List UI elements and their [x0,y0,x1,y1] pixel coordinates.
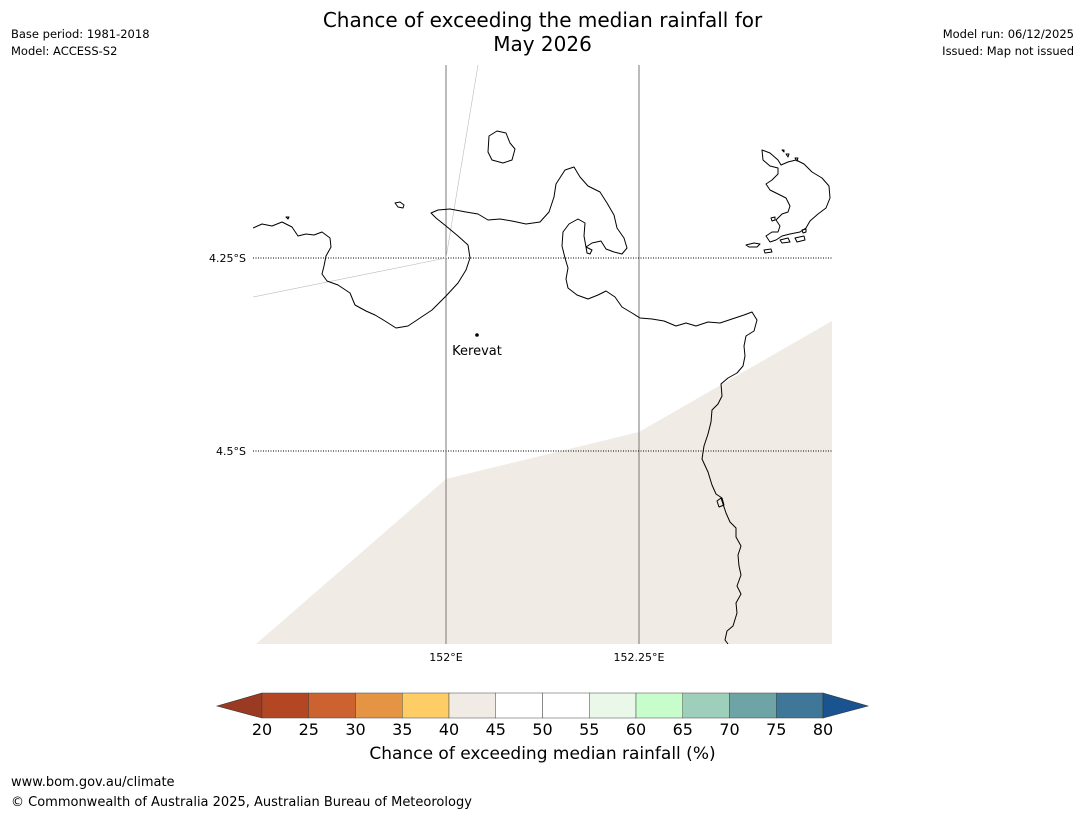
lat-label-4-5: 4.5°S [216,445,246,458]
colorbar-swatch-45-50 [495,692,543,719]
colorbar-tick-40: 40 [439,720,459,739]
lon-label-152: 152°E [429,651,462,664]
coastline-islet-dot [285,216,290,220]
coastline-islet-e6 [770,216,776,222]
colorbar-swatch-70-75 [729,692,777,719]
faint-line-a [445,64,479,259]
coastline-islet-e2 [763,248,773,254]
colorbar-tick-20: 20 [252,720,272,739]
colorbar-swatch-30-35 [355,692,403,719]
footer-copyright: © Commonwealth of Australia 2025, Austra… [11,795,472,810]
colorbar-tick-80: 80 [813,720,833,739]
model-text: Model: ACCESS-S2 [11,44,118,58]
colorbar-tick-30: 30 [345,720,365,739]
kerevat-label: Kerevat [452,344,502,359]
colorbar-ticks: 20 25 30 35 40 45 50 55 60 65 70 75 80 [252,720,833,739]
coastline-islet-e1 [745,242,761,248]
base-period-text: Base period: 1981-2018 [11,27,150,41]
coastline-islet-e7 [781,149,785,153]
colorbar-swatch-65-70 [682,692,730,719]
map-panel: Kerevat 4.25°S 4.5°S 152°E 152.25°E [209,64,832,664]
coastlines [252,130,831,645]
coastline-islet-bay [585,246,593,255]
colorbar-swatch-20-25 [261,692,309,719]
issued-text: Issued: Map not issued [942,44,1074,58]
colorbar-tick-45: 45 [486,720,506,739]
faint-line-b [252,257,447,298]
map-title: Chance of exceeding the median rainfall … [0,8,1085,56]
colorbar-tick-35: 35 [392,720,412,739]
colorbar-swatch-40-45 [448,692,496,719]
colorbar-swatch-25-30 [308,692,356,719]
coastline-islet-e3 [779,237,791,244]
title-line-2: May 2026 [493,32,592,56]
coastline-islet-e9 [794,157,799,162]
lat-label-4-25: 4.25°S [209,252,246,265]
colorbar: 20 25 30 35 40 45 50 55 60 65 70 75 80 [215,692,870,739]
lon-label-152-25: 152.25°E [614,651,665,664]
coastline-duke-of-york [761,149,831,243]
colorbar-swatch-60-65 [635,692,683,719]
coastline-islet-west [394,201,405,209]
colorbar-tick-75: 75 [766,720,786,739]
colorbar-tick-25: 25 [299,720,319,739]
colorbar-tick-60: 60 [626,720,646,739]
colorbar-swatch-75-80 [776,692,824,719]
coastline-islet-e4 [794,235,806,243]
colorbar-swatch-35-40 [402,692,450,719]
colorbar-extend-low [215,692,263,719]
colorbar-swatch-50-55 [542,692,590,719]
colorbar-label: Chance of exceeding median rainfall (%) [369,744,716,764]
graticule [252,64,832,644]
colorbar-swatch-55-60 [589,692,637,719]
title-line-1: Chance of exceeding the median rainfall … [322,8,763,32]
kerevat-marker [475,333,479,337]
coastline-islet-e8 [785,153,790,158]
model-run-text: Model run: 06/12/2025 [942,27,1074,41]
colorbar-boxes [261,692,824,719]
colorbar-extend-high [822,692,870,719]
coastline-main [252,166,758,645]
colorbar-tick-55: 55 [579,720,599,739]
footer-url: www.bom.gov.au/climate [11,775,175,790]
metadata-right: Model run: 06/12/2025 Issued: Map not is… [942,26,1074,60]
colorbar-tick-50: 50 [532,720,552,739]
coastline-islet-e5 [801,228,807,234]
colorbar-tick-65: 65 [673,720,693,739]
forecast-shade-region [256,321,832,644]
colorbar-tick-70: 70 [719,720,739,739]
coastline-islet-north [487,130,516,164]
metadata-left: Base period: 1981-2018 Model: ACCESS-S2 [11,26,150,60]
